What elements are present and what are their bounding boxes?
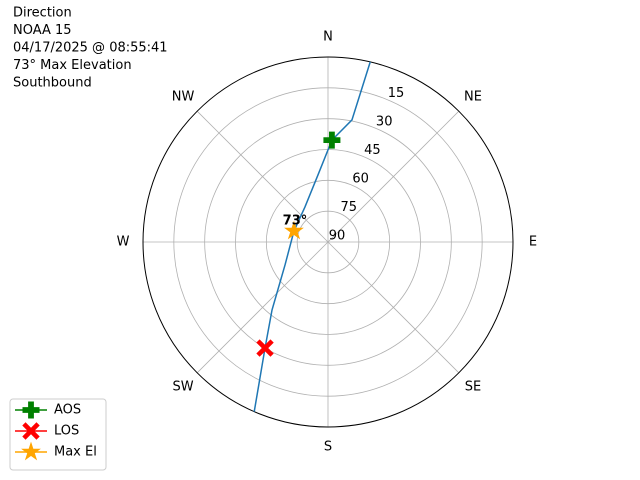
title-line: Direction <box>13 6 72 21</box>
angle-tick-label: E <box>529 235 537 250</box>
marker-star <box>284 220 304 240</box>
grid-spoke <box>327 241 460 374</box>
marker-x <box>256 339 274 357</box>
grid-spoke <box>196 110 329 243</box>
grid-spoke <box>196 241 329 374</box>
legend-marker <box>22 401 40 419</box>
legend-label: Max El <box>54 445 97 460</box>
angle-tick-label: S <box>324 440 332 455</box>
grid-spoke <box>327 110 460 243</box>
legend-marker <box>22 422 40 440</box>
track-line <box>253 61 371 412</box>
angle-tick-label: SW <box>172 379 193 394</box>
angle-tick-label: NW <box>172 90 195 105</box>
radial-tick-label: 45 <box>364 143 381 158</box>
radial-tick-label: 60 <box>352 172 369 187</box>
radial-tick-label: 90 <box>329 229 346 244</box>
polar-frame <box>142 56 514 428</box>
angle-tick-label: NE <box>464 90 482 105</box>
radial-tick-label: 75 <box>341 200 358 215</box>
legend-label: LOS <box>54 424 79 439</box>
legend-label: AOS <box>54 403 81 418</box>
legend-marker <box>21 441 41 461</box>
annotation: 73° <box>283 214 308 229</box>
radial-tick-label: 15 <box>388 86 405 101</box>
angle-tick-label: N <box>323 30 333 45</box>
angle-tick-label: SE <box>465 379 481 394</box>
angle-tick-label: W <box>117 235 130 250</box>
marker-plus <box>323 131 341 149</box>
title-line: Southbound <box>13 76 92 91</box>
title-line: NOAA 15 <box>13 23 72 38</box>
title-line: 04/17/2025 @ 08:55:41 <box>13 41 168 56</box>
title-block: Direction NOAA 15 04/17/2025 @ 08:55:41 73°… <box>13 6 168 91</box>
title-line: 73° Max Elevation <box>13 58 132 73</box>
radial-tick-label: 30 <box>376 115 393 130</box>
